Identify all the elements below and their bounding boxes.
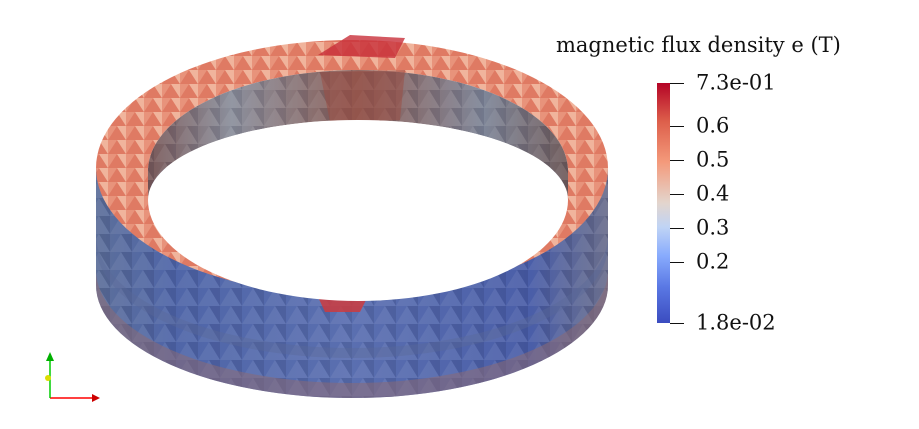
z-axis-arrow [46,352,54,361]
tick-label-min: 1.8e-02 [696,313,776,334]
y-axis-marker [45,375,51,381]
tick [670,228,684,229]
tick-max [670,83,684,84]
tick [670,126,684,127]
tick [670,262,684,263]
colorbar [657,83,670,323]
legend-title: magnetic flux density e (T) [556,33,841,57]
x-axis-arrow [92,394,100,402]
tick-label: 0.4 [696,184,729,205]
tick-min [670,323,684,324]
tick [670,160,684,161]
orientation-axes[interactable] [45,352,100,402]
tick [670,194,684,195]
tick-label: 0.3 [696,218,729,239]
tick-label: 0.6 [696,116,729,137]
tick-label: 0.2 [696,252,729,273]
tick-label: 0.5 [696,150,729,171]
tick-label-max: 7.3e-01 [696,73,776,94]
